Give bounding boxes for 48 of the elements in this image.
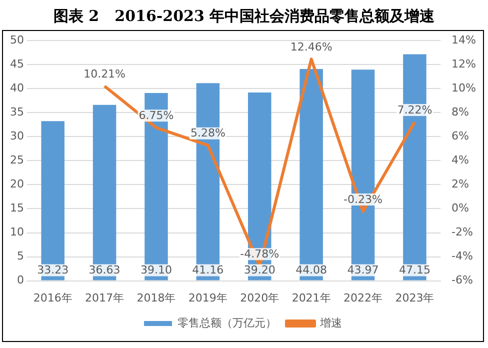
x-tick-label: 2021年 bbox=[292, 291, 331, 304]
y2-tick-label: 8% bbox=[452, 106, 470, 119]
data-label: 6.75% bbox=[138, 109, 174, 122]
y-tick-label: 10 bbox=[10, 226, 24, 239]
data-label: 7.22% bbox=[397, 103, 432, 116]
y2-tick-label: -6% bbox=[452, 274, 473, 287]
data-label: 47.15 bbox=[398, 264, 430, 277]
data-label: 12.46% bbox=[290, 40, 332, 54]
y2-tick-label: 6% bbox=[452, 130, 470, 143]
data-label: 33.23 bbox=[37, 264, 69, 277]
legend-label: 零售总额（万亿元） bbox=[178, 316, 276, 330]
data-label: 10.21% bbox=[84, 67, 126, 80]
y-tick-label: 25 bbox=[10, 154, 24, 167]
data-label: 43.97 bbox=[347, 264, 379, 277]
y2-tick-label: 4% bbox=[452, 154, 470, 167]
data-label: 39.20 bbox=[244, 264, 276, 277]
x-tick-label: 2016年 bbox=[33, 291, 72, 304]
y-tick-label: 40 bbox=[10, 82, 24, 94]
data-label: 41.16 bbox=[192, 264, 224, 277]
data-label: 44.08 bbox=[296, 264, 328, 277]
data-label: 36.63 bbox=[88, 264, 120, 277]
x-tick-label: 2018年 bbox=[136, 291, 176, 304]
y2-tick-label: 10% bbox=[452, 82, 476, 94]
y-tick-label: 0 bbox=[16, 274, 24, 287]
y2-tick-label: 0% bbox=[452, 202, 470, 215]
x-tick-label: 2017年 bbox=[85, 291, 124, 304]
x-tick-label: 2019年 bbox=[188, 291, 228, 304]
y2-tick-label: 2% bbox=[452, 178, 470, 191]
y-tick-label: 45 bbox=[10, 57, 24, 70]
y-tick-label: 35 bbox=[10, 106, 24, 119]
y2-tick-label: 14% bbox=[452, 33, 476, 46]
chart-title: 图表 2 2016-2023 年中国社会消费品零售总额及增速 bbox=[52, 6, 436, 27]
y-tick-label: 20 bbox=[10, 178, 24, 191]
y-tick-label: 15 bbox=[10, 202, 24, 215]
y2-tick-label: -4% bbox=[452, 250, 473, 263]
y2-tick-label: 12% bbox=[452, 57, 476, 70]
x-tick-label: 2023年 bbox=[395, 291, 434, 304]
data-label: -0.23% bbox=[344, 192, 382, 206]
x-tick-label: 2022年 bbox=[344, 291, 383, 304]
x-tick-label: 2020年 bbox=[240, 291, 280, 304]
data-label: 5.28% bbox=[190, 126, 226, 140]
y2-tick-label: -2% bbox=[452, 226, 473, 239]
data-label: 39.10 bbox=[140, 264, 172, 277]
y-tick-label: 30 bbox=[10, 130, 24, 143]
legend-label: 增速 bbox=[319, 316, 342, 330]
y-tick-label: 5 bbox=[16, 250, 24, 263]
data-label: -4.78% bbox=[240, 248, 280, 261]
y-tick-label: 50 bbox=[10, 33, 24, 46]
